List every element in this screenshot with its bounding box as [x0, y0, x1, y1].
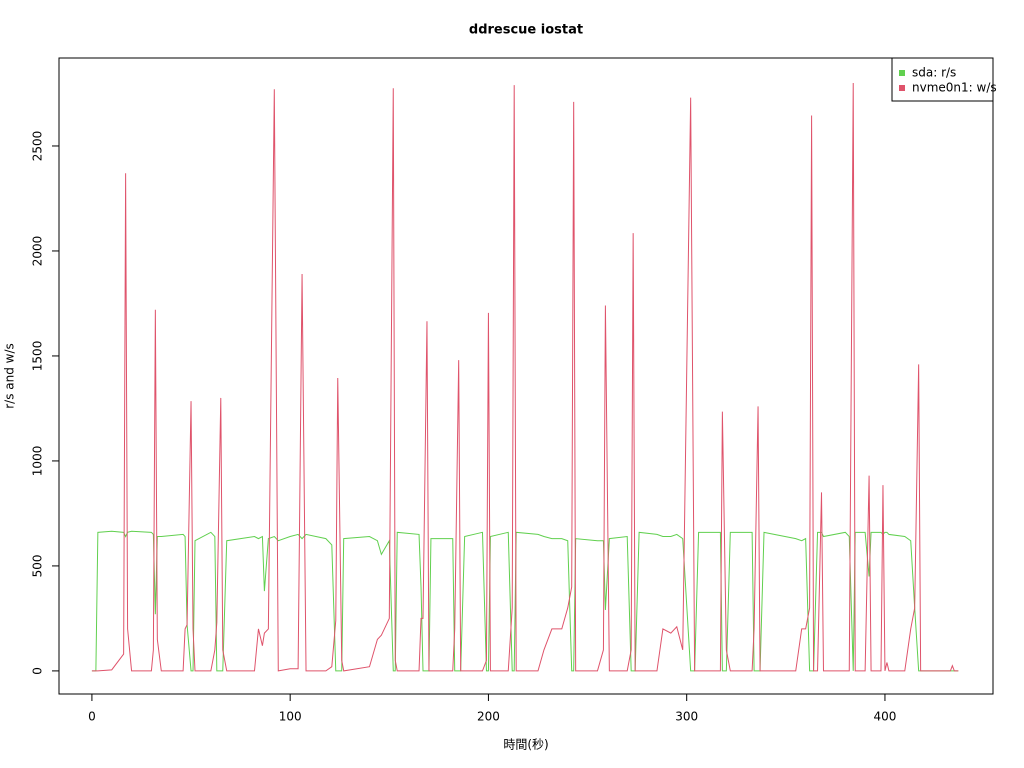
x-tick-label: 200 [477, 710, 500, 724]
y-tick-label: 1000 [31, 446, 45, 477]
y-tick-label: 500 [31, 554, 45, 577]
legend-label: nvme0n1: w/s [912, 81, 997, 95]
x-tick-label: 400 [873, 710, 896, 724]
x-tick-label: 0 [88, 710, 96, 724]
y-tick-label: 2500 [31, 131, 45, 162]
y-tick-label: 2000 [31, 236, 45, 267]
legend-swatch [899, 85, 905, 91]
legend-swatch [899, 70, 905, 76]
x-axis-label: 時間(秒) [503, 738, 548, 752]
series-line [91, 82, 959, 672]
y-axis-label: r/s and w/s [3, 343, 17, 409]
legend-label: sda: r/s [912, 66, 956, 80]
chart-title: ddrescue iostat [469, 23, 583, 38]
x-tick-label: 100 [279, 710, 302, 724]
y-tick-label: 1500 [31, 341, 45, 372]
x-tick-label: 300 [675, 710, 698, 724]
y-tick-label: 0 [31, 667, 45, 675]
legend-box [891, 57, 994, 102]
